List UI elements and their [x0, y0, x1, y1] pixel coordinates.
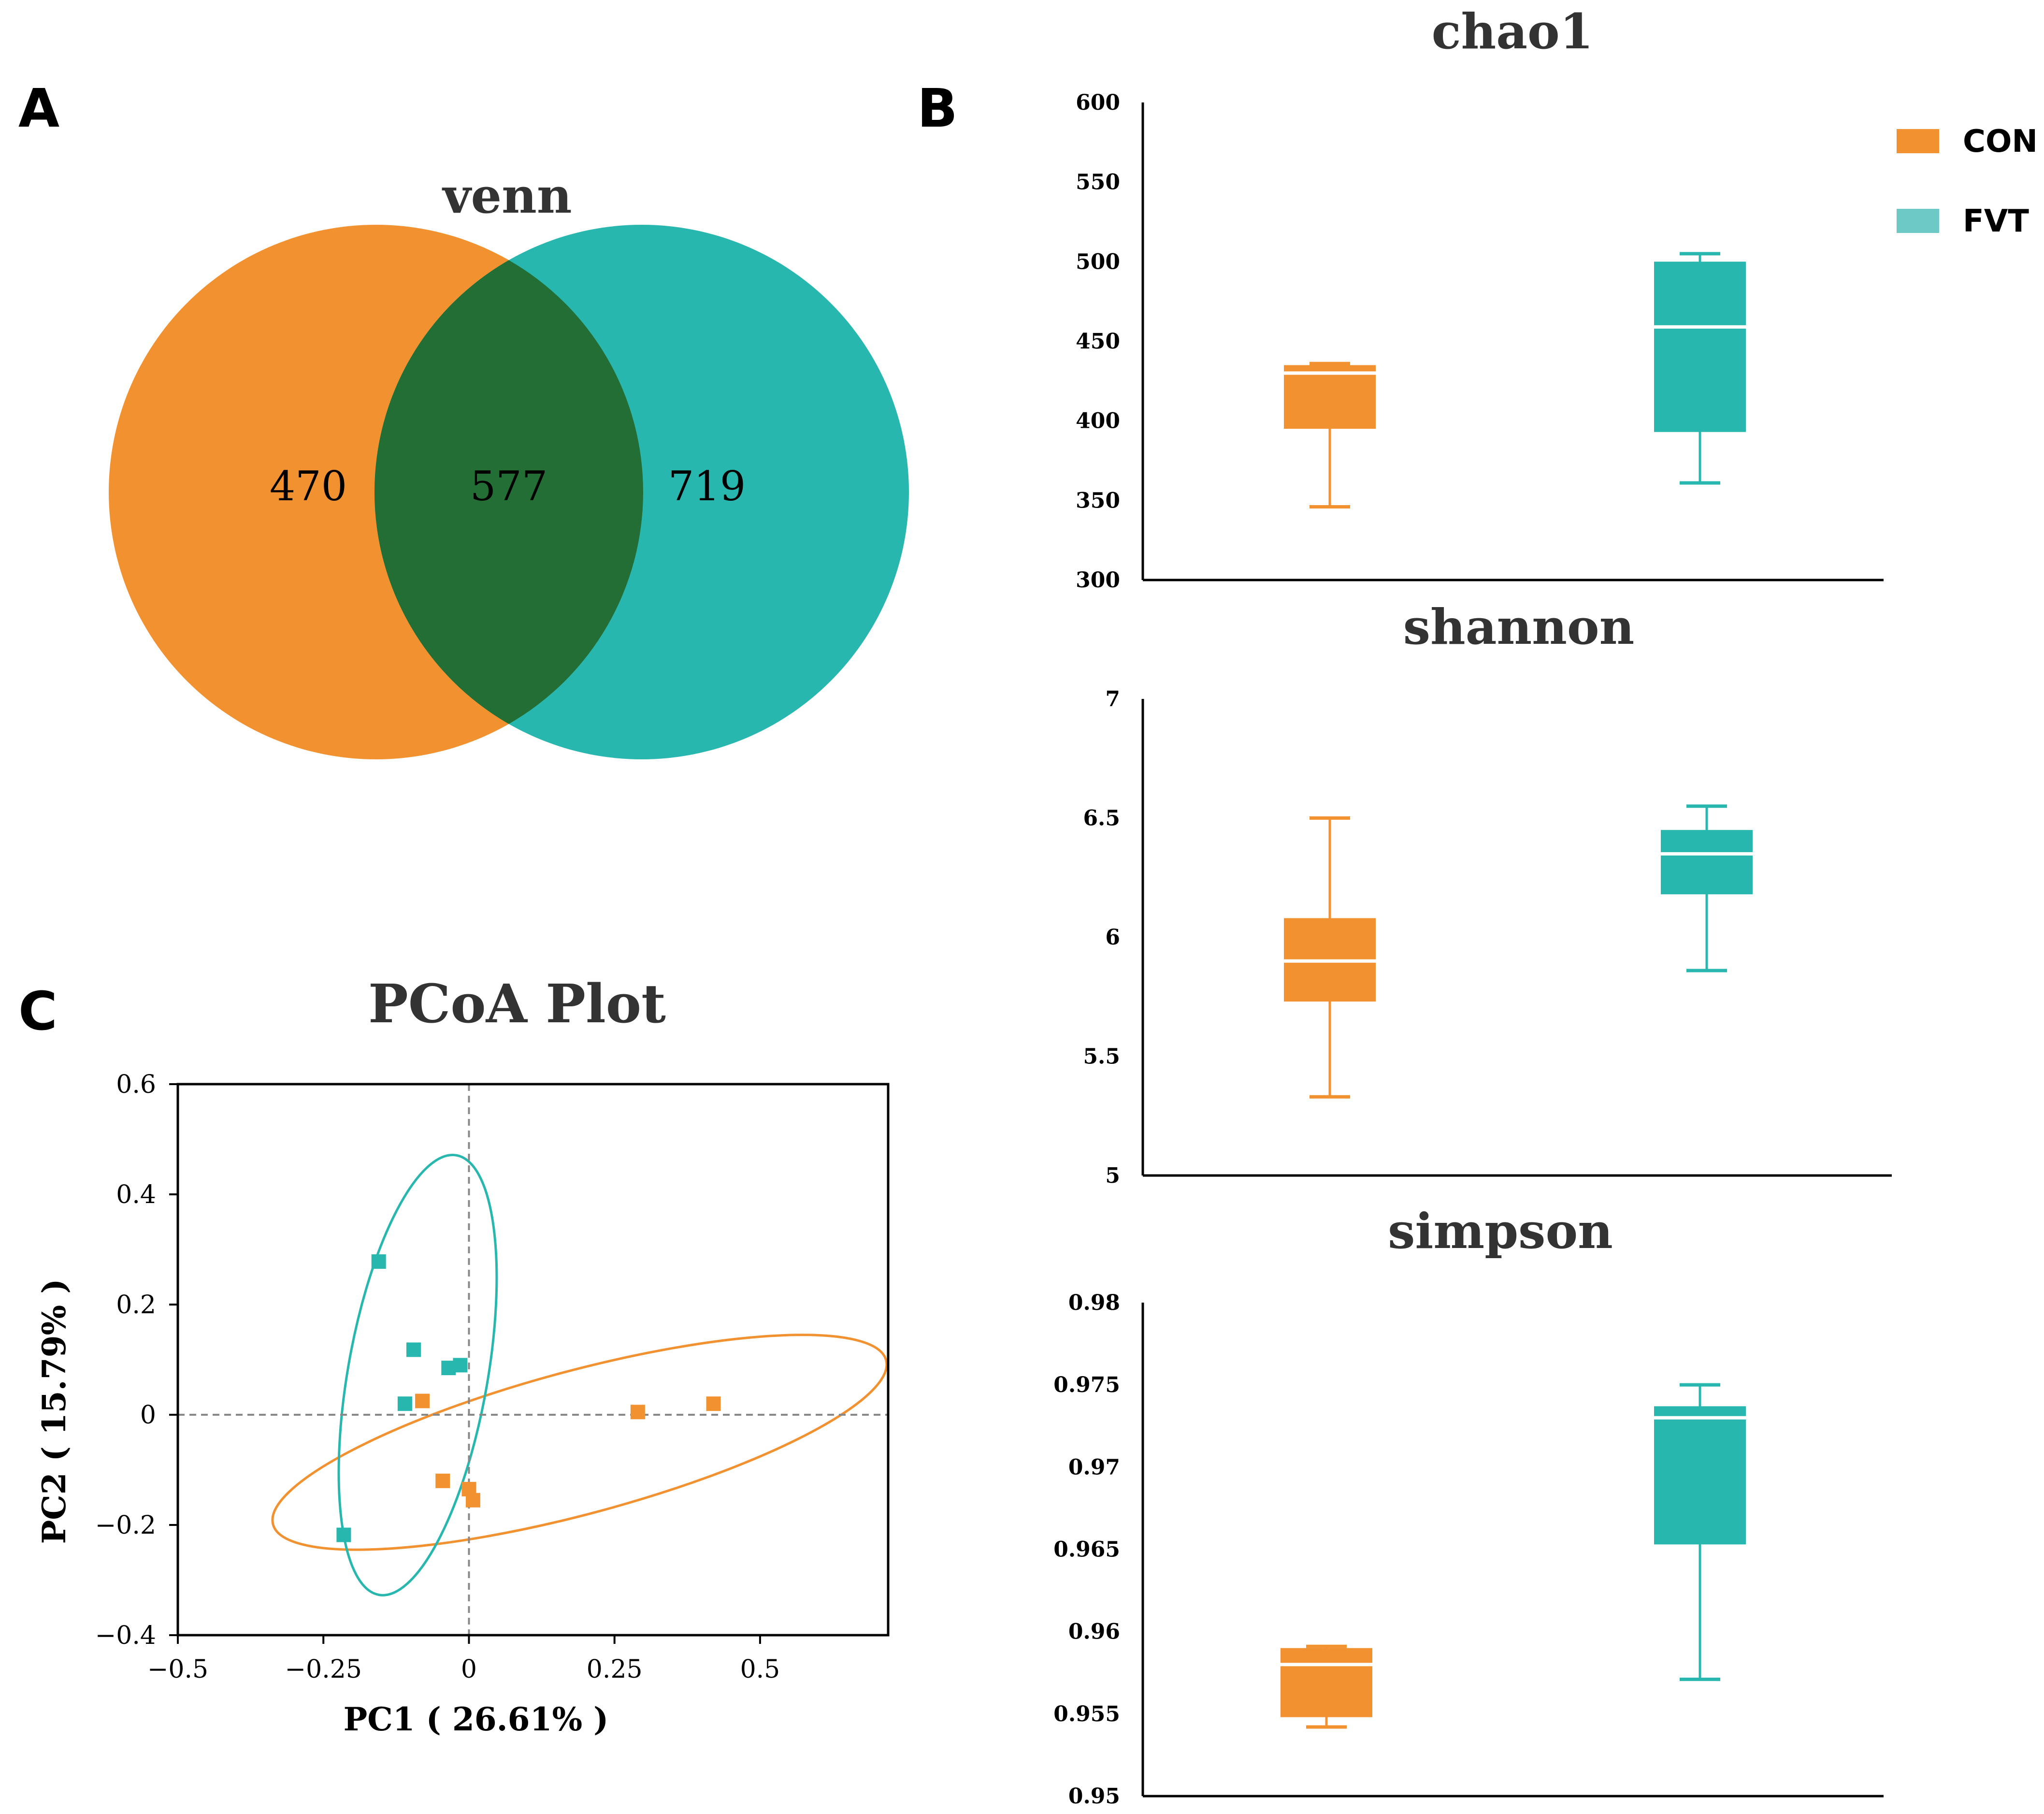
point-fvt: [406, 1342, 421, 1357]
y-tick-label: 500: [1076, 249, 1120, 274]
venn-intersection: [374, 260, 644, 724]
x-tick-label: −0.25: [285, 1655, 362, 1684]
y-tick-label: 0.98: [1068, 1291, 1120, 1315]
point-fvt: [371, 1254, 386, 1269]
y-tick-label: 400: [1076, 409, 1120, 434]
legend-swatch-con: [1897, 129, 1939, 153]
box-fvt: [1654, 252, 1746, 485]
y-tick-label: −0.4: [95, 1621, 156, 1650]
x-tick-label: 0: [461, 1655, 477, 1684]
y-tick-label: 550: [1076, 170, 1120, 195]
y-tick-label: 0.965: [1053, 1538, 1120, 1562]
y-tick-label: 5.5: [1083, 1045, 1120, 1069]
iqr-box: [1654, 261, 1746, 432]
boxplot-title-chao1: chao1: [1432, 3, 1594, 60]
iqr-box: [1661, 830, 1753, 895]
y-tick-label: −0.2: [95, 1511, 156, 1540]
y-tick-label: 350: [1076, 488, 1120, 513]
box-con: [1284, 362, 1376, 509]
y-tick-label: 0.2: [116, 1291, 156, 1320]
boxplot-title-simpson: simpson: [1388, 1203, 1613, 1260]
pcoa-title: PCoA Plot: [368, 972, 666, 1035]
box-con: [1284, 816, 1376, 1099]
y-tick-label: 300: [1076, 568, 1120, 593]
venn-diagram: venn 470 577 719: [109, 167, 909, 759]
y-tick-label: 0.975: [1053, 1373, 1120, 1397]
point-con: [706, 1396, 721, 1411]
y-tick-label: 0.96: [1068, 1620, 1120, 1644]
point-con: [465, 1493, 480, 1508]
point-fvt: [397, 1396, 412, 1411]
confidence-ellipse-fvt: [337, 1154, 498, 1596]
boxplot-chao1: chao1 300 350 400 450 500 550 600: [1076, 3, 1884, 593]
boxplot-title-shannon: shannon: [1403, 598, 1635, 655]
y-tick-label: 7: [1105, 687, 1120, 711]
panel-label-c: C: [18, 980, 58, 1042]
y-tick-label: 5: [1105, 1163, 1120, 1188]
y-tick-label: 6: [1105, 925, 1120, 950]
boxplot-shannon: shannon 5 5.5 6 6.5 7: [1083, 598, 1892, 1188]
y-tick-label: 600: [1076, 90, 1120, 115]
y-tick-label: 0.6: [116, 1070, 156, 1099]
legend: CON FVT: [1897, 124, 2038, 239]
x-tick-label: 0.5: [740, 1655, 780, 1684]
y-tick-label: 6.5: [1083, 806, 1120, 831]
panel-label-a: A: [18, 77, 59, 139]
box-con: [1281, 1644, 1372, 1729]
pcoa-y-axis-label: PC2 ( 15.79% ): [35, 1279, 73, 1544]
venn-title: venn: [442, 167, 572, 224]
y-tick-label: 0: [140, 1401, 156, 1430]
x-tick-label: −0.5: [147, 1655, 208, 1684]
iqr-box: [1284, 365, 1376, 429]
venn-count-fvt: 719: [668, 463, 746, 510]
iqr-box: [1281, 1648, 1372, 1717]
alpha-diversity-boxplots: chao1 300 350 400 450 500 550 600 shannon 5 5.5 6 6.…: [1053, 3, 1892, 1809]
y-tick-label: 450: [1076, 329, 1120, 354]
point-con: [435, 1473, 450, 1488]
y-tick-label: 0.95: [1068, 1784, 1120, 1809]
y-tick-label: 0.955: [1053, 1702, 1120, 1727]
pcoa-x-axis-label: PC1 ( 26.61% ): [344, 1700, 609, 1738]
x-tick-label: 0.25: [587, 1655, 643, 1684]
boxplot-simpson: simpson 0.95 0.955 0.96 0.965 0.97 0.975 0.98: [1053, 1203, 1884, 1809]
venn-count-intersection: 577: [470, 463, 547, 510]
legend-swatch-fvt: [1897, 209, 1939, 233]
point-fvt: [336, 1527, 351, 1542]
point-con: [630, 1405, 645, 1420]
box-fvt: [1654, 1383, 1746, 1681]
confidence-ellipse-con: [271, 1334, 888, 1551]
pcoa-plot: PCoA Plot PC1 ( 26.61% ) PC2 ( 15.79% ) …: [35, 972, 890, 1738]
point-fvt: [453, 1358, 468, 1373]
y-tick-label: 0.97: [1068, 1455, 1120, 1480]
y-tick-label: 0.4: [116, 1180, 156, 1209]
point-con: [415, 1393, 430, 1408]
box-fvt: [1661, 804, 1753, 972]
venn-count-con: 470: [270, 463, 347, 510]
pcoa-plot-frame: [176, 1083, 890, 1637]
legend-label-fvt: FVT: [1963, 203, 2029, 239]
legend-label-con: CON: [1963, 124, 2038, 160]
panel-label-b: B: [917, 77, 958, 139]
iqr-box: [1654, 1406, 1746, 1545]
